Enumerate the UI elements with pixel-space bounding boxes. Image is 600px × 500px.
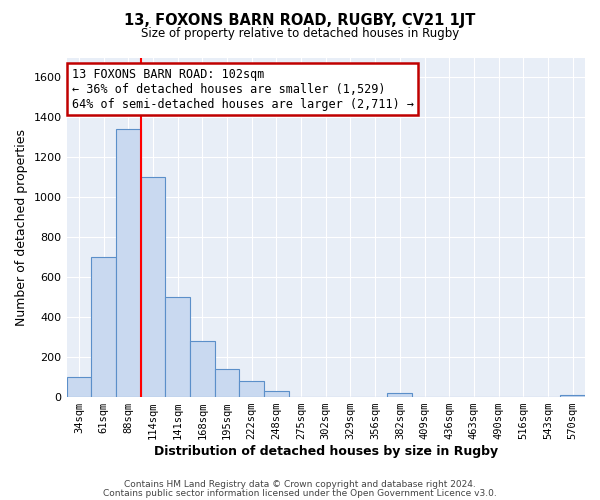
Bar bbox=[560, 394, 585, 396]
X-axis label: Distribution of detached houses by size in Rugby: Distribution of detached houses by size … bbox=[154, 444, 498, 458]
Bar bbox=[388, 392, 412, 396]
Y-axis label: Number of detached properties: Number of detached properties bbox=[15, 128, 28, 326]
Bar bbox=[239, 380, 264, 396]
Text: Contains public sector information licensed under the Open Government Licence v3: Contains public sector information licen… bbox=[103, 489, 497, 498]
Bar bbox=[67, 376, 91, 396]
Text: 13 FOXONS BARN ROAD: 102sqm
← 36% of detached houses are smaller (1,529)
64% of : 13 FOXONS BARN ROAD: 102sqm ← 36% of det… bbox=[72, 68, 414, 110]
Text: Contains HM Land Registry data © Crown copyright and database right 2024.: Contains HM Land Registry data © Crown c… bbox=[124, 480, 476, 489]
Bar bbox=[165, 297, 190, 396]
Text: Size of property relative to detached houses in Rugby: Size of property relative to detached ho… bbox=[141, 28, 459, 40]
Bar bbox=[264, 390, 289, 396]
Text: 13, FOXONS BARN ROAD, RUGBY, CV21 1JT: 13, FOXONS BARN ROAD, RUGBY, CV21 1JT bbox=[124, 12, 476, 28]
Bar bbox=[116, 130, 140, 396]
Bar bbox=[190, 340, 215, 396]
Bar bbox=[91, 257, 116, 396]
Bar bbox=[215, 368, 239, 396]
Bar bbox=[140, 177, 165, 396]
